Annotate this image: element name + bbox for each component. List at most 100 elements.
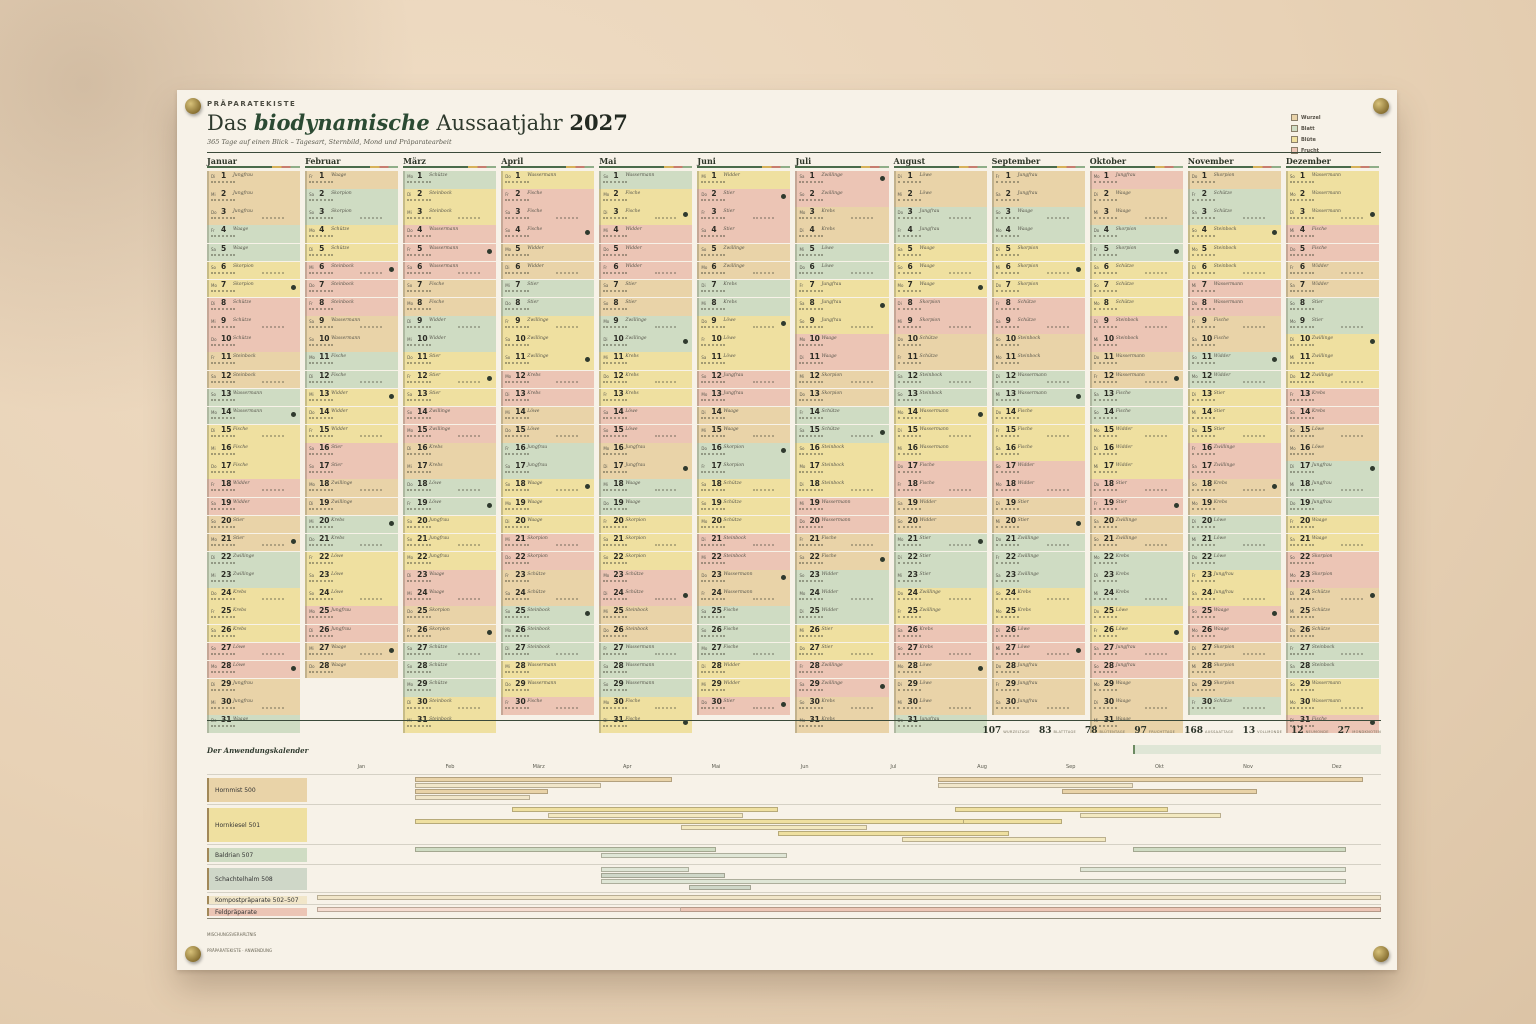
day-cell[interactable]: Fr 11 Steinbock — [207, 352, 301, 370]
day-cell[interactable]: Fr 9 Fische — [1187, 316, 1281, 334]
day-cell[interactable]: Mo 23 Schütze — [599, 570, 693, 588]
day-cell[interactable]: Mi 12 Skorpion — [795, 370, 889, 389]
day-cell[interactable]: Mo 30 Wassermann — [1285, 697, 1379, 715]
day-cell[interactable]: Sa 28 Steinbock — [1285, 660, 1379, 679]
day-cell[interactable]: Mo 21 Stier — [207, 533, 301, 552]
day-cell[interactable]: Mi 15 Waage — [697, 424, 791, 443]
day-cell[interactable]: Mi 4 Fische — [1285, 225, 1379, 244]
day-cell[interactable]: Di 5 Schütze — [305, 243, 399, 262]
day-cell[interactable]: Fr 12 Wassermann — [1089, 370, 1183, 389]
day-cell[interactable]: Di 31 Fische — [599, 715, 693, 733]
day-cell[interactable]: So 14 Fische — [1089, 406, 1183, 425]
day-cell[interactable]: Sa 12 Steinbock — [207, 370, 301, 389]
day-cell[interactable]: Mi 29 Widder — [697, 678, 791, 697]
day-cell[interactable]: Sa 23 Löwe — [305, 570, 399, 588]
day-cell[interactable]: So 21 Zwillinge — [1089, 533, 1183, 552]
day-cell[interactable]: Di 14 Waage — [697, 406, 791, 425]
day-cell[interactable]: Di 15 Wassermann — [893, 424, 987, 443]
day-cell[interactable]: Di 17 Jungfrau — [599, 461, 693, 479]
day-cell[interactable]: Mo 5 Widder — [501, 243, 595, 262]
day-cell[interactable]: So 12 Jungfrau — [697, 370, 791, 389]
day-cell[interactable]: Di 7 Krebs — [697, 279, 791, 298]
day-cell[interactable]: Do 9 Löwe — [697, 316, 791, 334]
day-cell[interactable]: Di 30 Waage — [1089, 697, 1183, 715]
day-cell[interactable]: Do 28 Jungfrau — [991, 660, 1085, 679]
day-cell[interactable]: Sa 21 Waage — [1285, 533, 1379, 552]
day-cell[interactable]: So 1 Wassermann — [599, 171, 693, 189]
day-cell[interactable]: So 19 Schütze — [697, 497, 791, 516]
day-cell[interactable]: Mo 15 Widder — [1089, 424, 1183, 443]
day-cell[interactable]: Do 12 Zwillinge — [1285, 370, 1379, 389]
day-cell[interactable]: So 29 Wassermann — [1285, 678, 1379, 697]
day-cell[interactable]: Sa 6 Wassermann — [403, 261, 497, 280]
day-cell[interactable]: Sa 27 Jungfrau — [1089, 642, 1183, 661]
day-cell[interactable]: Mo 4 Waage — [991, 225, 1085, 244]
day-cell[interactable]: Mo 21 Stier — [893, 533, 987, 552]
day-cell[interactable]: Mo 5 Steinbock — [1187, 243, 1281, 262]
day-cell[interactable]: So 28 Jungfrau — [1089, 660, 1183, 679]
day-cell[interactable]: Di 16 Krebs — [403, 443, 497, 461]
day-cell[interactable]: Sa 28 Wassermann — [599, 660, 693, 679]
day-cell[interactable]: Mi 18 Jungfrau — [1285, 479, 1379, 497]
day-cell[interactable]: Mo 26 Steinbock — [501, 624, 595, 643]
day-cell[interactable]: Di 20 Waage — [501, 515, 595, 534]
day-cell[interactable]: Sa 19 Widder — [893, 497, 987, 516]
day-cell[interactable]: Do 2 Stier — [697, 189, 791, 207]
day-cell[interactable]: Mi 19 Wassermann — [795, 497, 889, 516]
day-cell[interactable]: Fr 5 Skorpion — [1089, 243, 1183, 262]
day-cell[interactable]: Di 29 Löwe — [893, 678, 987, 697]
day-cell[interactable]: Mi 23 Stier — [893, 570, 987, 588]
day-cell[interactable]: Di 18 Steinbock — [795, 479, 889, 497]
day-cell[interactable]: Mo 7 Waage — [893, 279, 987, 298]
day-cell[interactable]: Do 28 Waage — [305, 660, 399, 679]
day-cell[interactable]: Fr 19 Stier — [1089, 497, 1183, 516]
day-cell[interactable]: So 3 Skorpion — [305, 207, 399, 225]
day-cell[interactable]: Fr 1 Jungfrau — [991, 171, 1085, 189]
day-cell[interactable]: Do 31 Waage — [207, 715, 301, 733]
day-cell[interactable]: Di 28 Widder — [697, 660, 791, 679]
day-cell[interactable]: Fr 22 Zwillinge — [991, 551, 1085, 570]
day-cell[interactable]: So 6 Skorpion — [207, 261, 301, 280]
day-cell[interactable]: Fr 2 Fische — [501, 189, 595, 207]
day-cell[interactable]: Fr 3 Stier — [697, 207, 791, 225]
day-cell[interactable]: So 28 Schütze — [403, 660, 497, 679]
day-cell[interactable]: Do 5 Fische — [1285, 243, 1379, 262]
day-cell[interactable]: Do 29 Skorpion — [1187, 678, 1281, 697]
day-cell[interactable]: So 17 Widder — [991, 461, 1085, 479]
day-cell[interactable]: Mi 9 Skorpion — [893, 316, 987, 334]
day-cell[interactable]: Fr 24 Wassermann — [697, 588, 791, 606]
day-cell[interactable]: Di 1 Jungfrau — [207, 171, 301, 189]
day-cell[interactable]: Sa 13 Fische — [1089, 388, 1183, 407]
day-cell[interactable]: Mi 18 Waage — [599, 479, 693, 497]
day-cell[interactable]: Fr 8 Steinbock — [305, 297, 399, 316]
day-cell[interactable]: Sa 1 Zwillinge — [795, 171, 889, 189]
day-cell[interactable]: So 6 Waage — [893, 261, 987, 280]
day-cell[interactable]: Mo 24 Widder — [795, 588, 889, 606]
day-cell[interactable]: Mo 2 Wassermann — [1285, 189, 1379, 207]
day-cell[interactable]: Fr 20 Skorpion — [599, 515, 693, 534]
day-cell[interactable]: Sa 20 Zwillinge — [1089, 515, 1183, 534]
day-cell[interactable]: Sa 30 Jungfrau — [991, 697, 1085, 715]
day-cell[interactable]: Fr 25 Zwillinge — [893, 606, 987, 624]
day-cell[interactable]: Mo 8 Fische — [403, 297, 497, 316]
day-cell[interactable]: Mi 25 Steinbock — [599, 606, 693, 624]
day-cell[interactable]: Do 21 Zwillinge — [991, 533, 1085, 552]
day-cell[interactable]: Do 15 Stier — [1187, 424, 1281, 443]
day-cell[interactable]: So 20 Widder — [893, 515, 987, 534]
day-cell[interactable]: Di 25 Widder — [795, 606, 889, 624]
day-cell[interactable]: Mo 4 Schütze — [305, 225, 399, 244]
day-cell[interactable]: Di 29 Jungfrau — [207, 678, 301, 697]
day-cell[interactable]: Sa 7 Stier — [599, 279, 693, 298]
day-cell[interactable]: Mi 5 Löwe — [795, 243, 889, 262]
day-cell[interactable]: So 9 Jungfrau — [795, 316, 889, 334]
day-cell[interactable]: Fr 25 Krebs — [207, 606, 301, 624]
day-cell[interactable]: So 27 Krebs — [893, 642, 987, 661]
day-cell[interactable]: Do 11 Wassermann — [1089, 352, 1183, 370]
day-cell[interactable]: Sa 3 Fische — [501, 207, 595, 225]
day-cell[interactable]: So 20 Stier — [207, 515, 301, 534]
day-cell[interactable]: Di 2 Steinbock — [403, 189, 497, 207]
day-cell[interactable]: Mi 14 Stier — [1187, 406, 1281, 425]
day-cell[interactable]: Mo 10 Waage — [795, 334, 889, 352]
day-cell[interactable]: So 26 Fische — [697, 624, 791, 643]
day-cell[interactable]: Di 12 Fische — [305, 370, 399, 389]
